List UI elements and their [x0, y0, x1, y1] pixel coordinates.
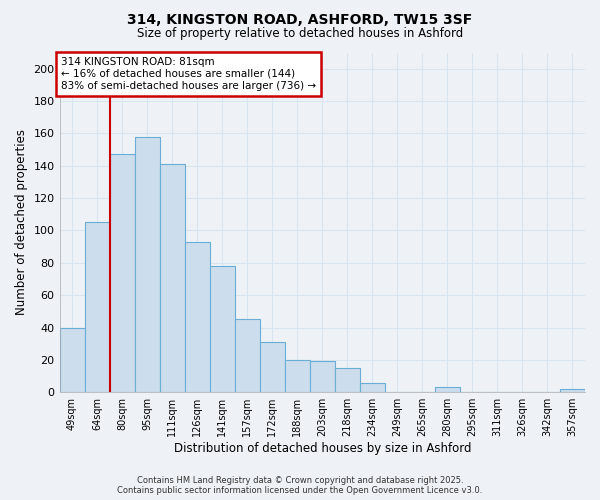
Bar — [310, 362, 335, 392]
Bar — [435, 388, 460, 392]
Text: Contains HM Land Registry data © Crown copyright and database right 2025.
Contai: Contains HM Land Registry data © Crown c… — [118, 476, 482, 495]
Bar — [260, 342, 285, 392]
Bar — [360, 382, 385, 392]
Y-axis label: Number of detached properties: Number of detached properties — [15, 130, 28, 316]
Bar — [110, 154, 134, 392]
Bar — [285, 360, 310, 392]
Bar — [185, 242, 209, 392]
Bar — [59, 328, 85, 392]
Text: 314 KINGSTON ROAD: 81sqm
← 16% of detached houses are smaller (144)
83% of semi-: 314 KINGSTON ROAD: 81sqm ← 16% of detach… — [61, 58, 316, 90]
Bar — [160, 164, 185, 392]
Bar — [134, 136, 160, 392]
Text: 314, KINGSTON ROAD, ASHFORD, TW15 3SF: 314, KINGSTON ROAD, ASHFORD, TW15 3SF — [127, 12, 473, 26]
X-axis label: Distribution of detached houses by size in Ashford: Distribution of detached houses by size … — [173, 442, 471, 455]
Bar — [235, 320, 260, 392]
Bar — [335, 368, 360, 392]
Bar — [560, 389, 585, 392]
Text: Size of property relative to detached houses in Ashford: Size of property relative to detached ho… — [137, 28, 463, 40]
Bar — [85, 222, 110, 392]
Bar — [209, 266, 235, 392]
